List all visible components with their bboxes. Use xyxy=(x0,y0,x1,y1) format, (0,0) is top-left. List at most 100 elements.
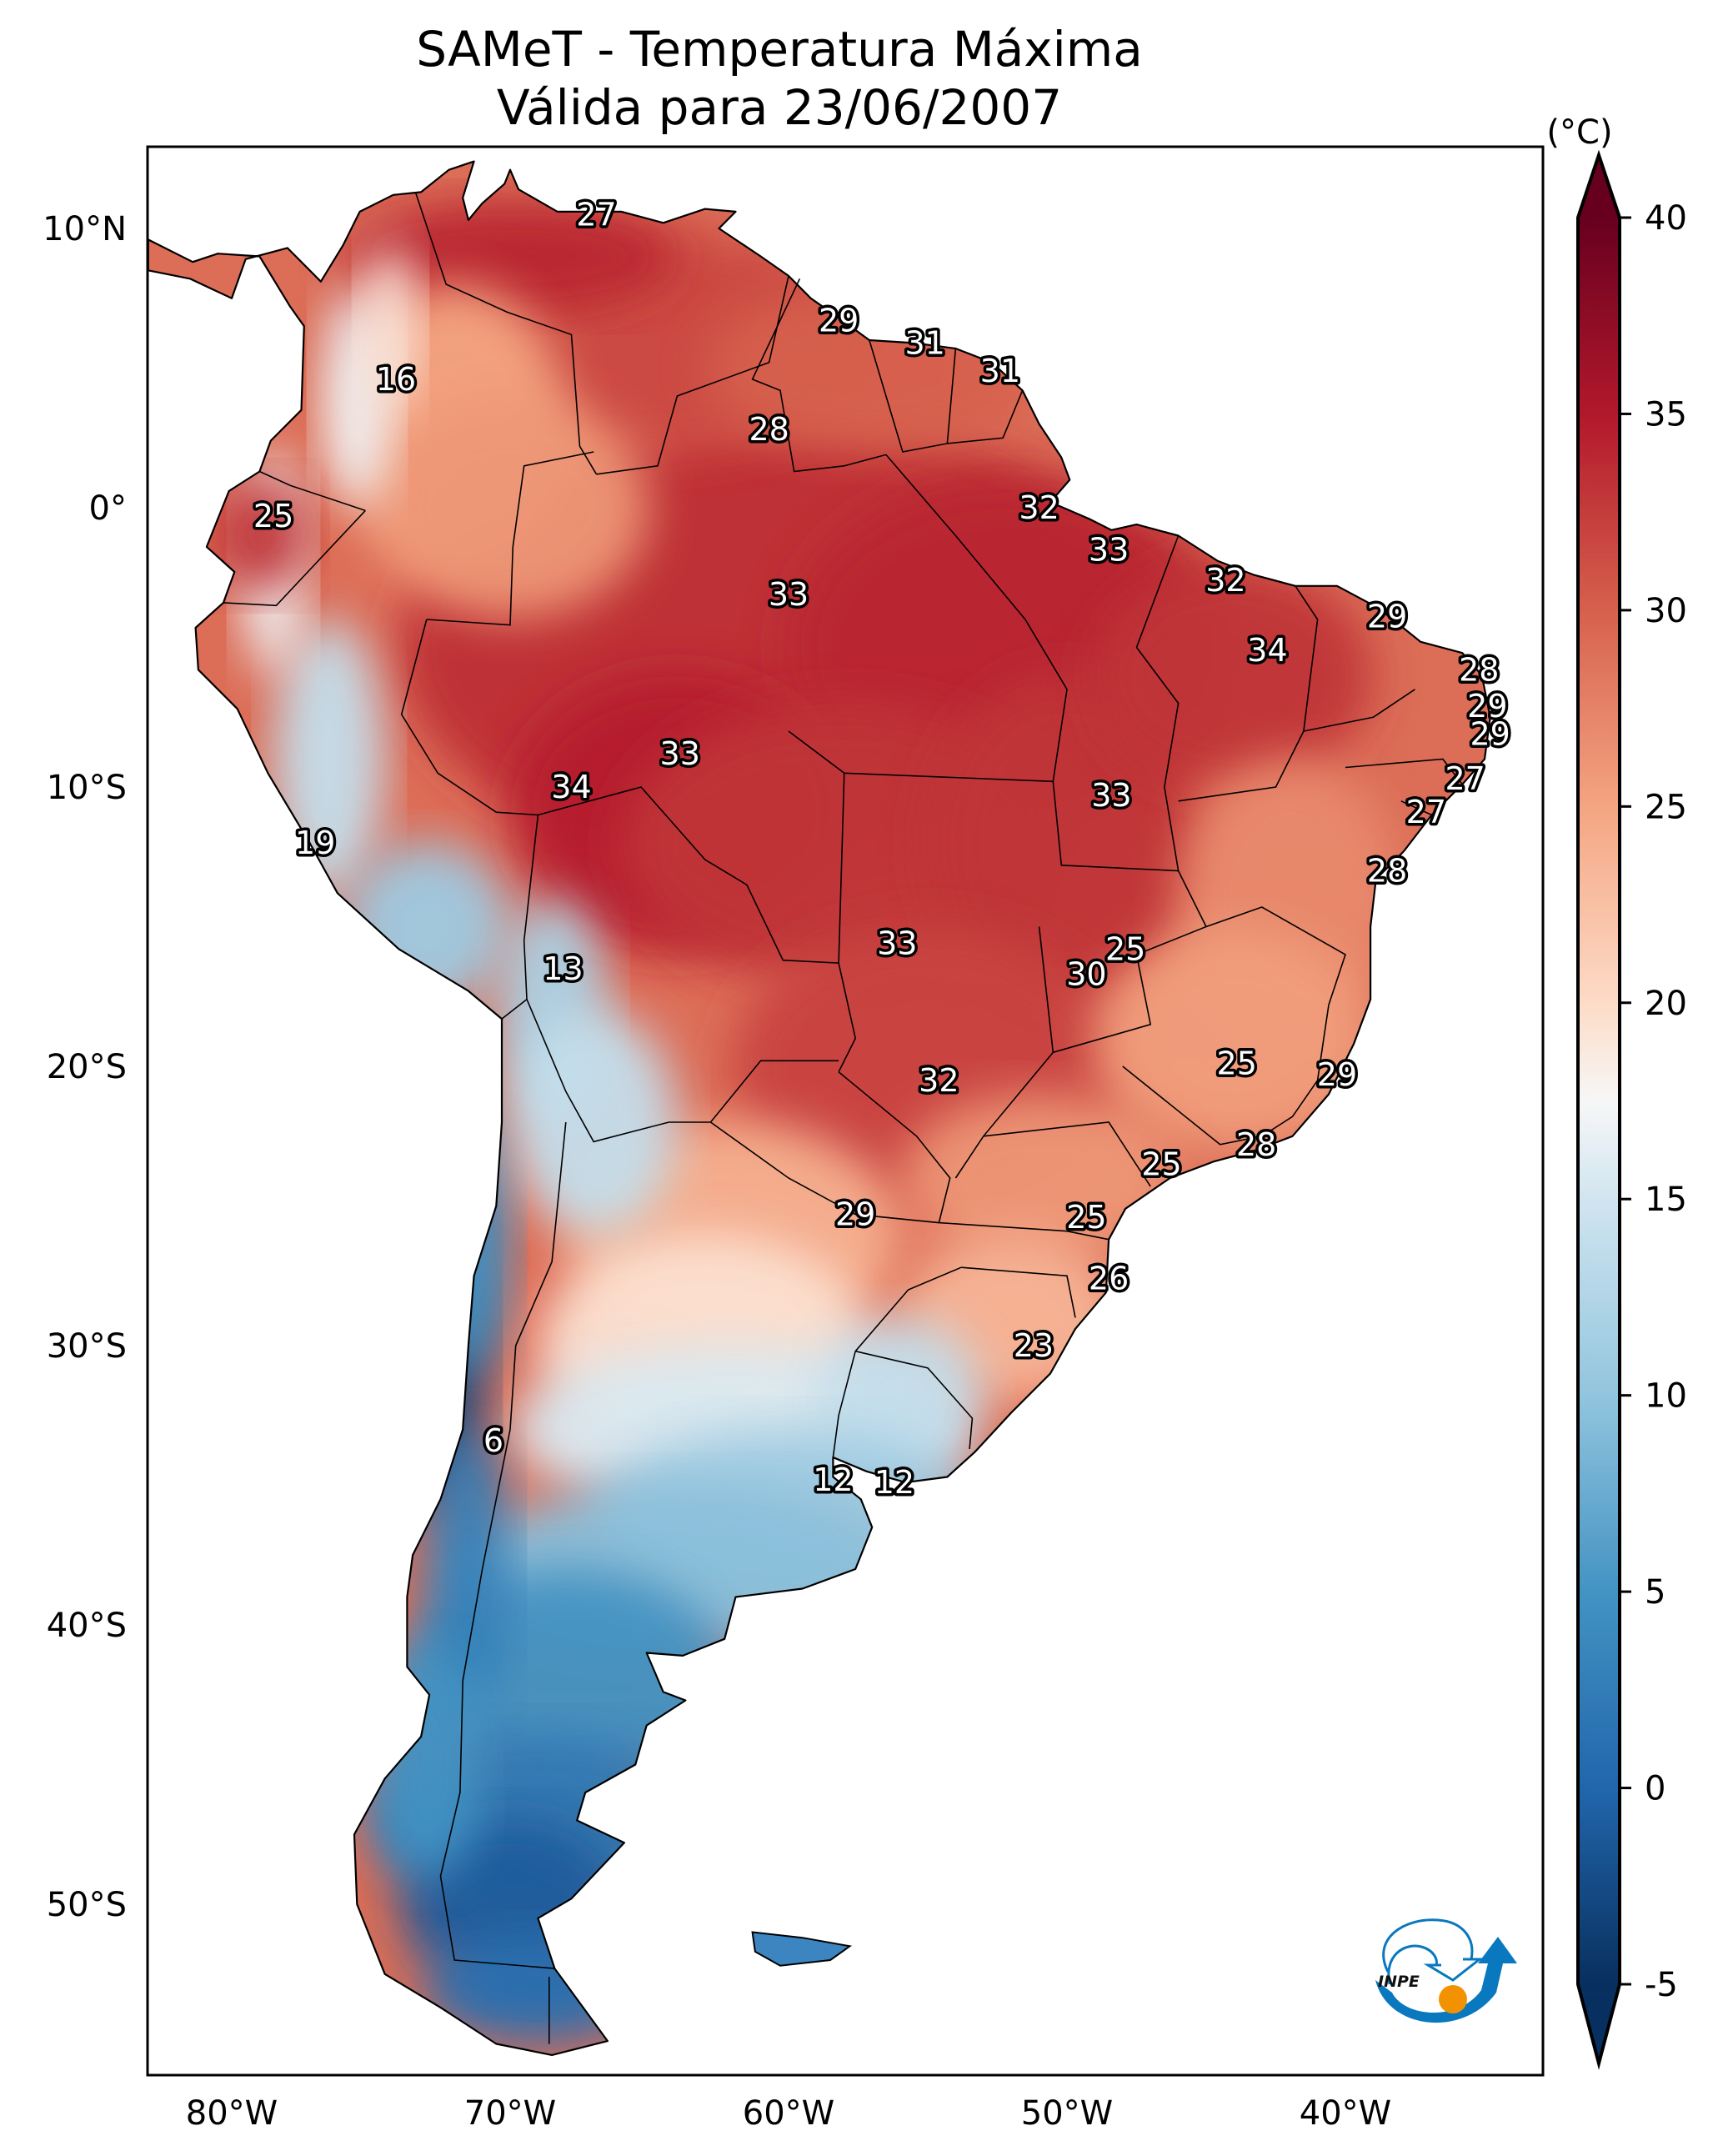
temperature-value-label: 33 xyxy=(769,576,809,613)
temperature-value-label: 34 xyxy=(1247,632,1287,669)
temperature-value-label: 30 xyxy=(1066,955,1106,992)
border-line xyxy=(259,470,366,512)
temperature-value-label: 29 xyxy=(1317,1056,1357,1093)
border-line xyxy=(885,454,1180,872)
temperature-value-label: 25 xyxy=(1141,1146,1181,1182)
field-blob xyxy=(426,1429,510,1709)
border-line xyxy=(1053,870,1208,1054)
temperature-value-label: 32 xyxy=(919,1062,959,1099)
temperature-value-label: 26 xyxy=(1089,1261,1129,1297)
inpe-logo: INPE xyxy=(1375,1918,1517,2023)
falkland-islands xyxy=(751,1931,853,1967)
colorbar-tick-label: 40 xyxy=(1645,199,1687,238)
temperature-value-label: 27 xyxy=(576,196,616,233)
colorbar-tick-label: 35 xyxy=(1645,395,1687,434)
x-tick-label: 80°W xyxy=(186,2094,278,2133)
temperature-value-label: 27 xyxy=(1445,760,1485,797)
border-line xyxy=(1400,800,1432,816)
border-line xyxy=(751,278,887,473)
y-axis-tick-labels: 10°N 0° 10°S 20°S 30°S 40°S 50°S xyxy=(43,210,127,1924)
temperature-value-label: 28 xyxy=(1236,1126,1276,1163)
border-line xyxy=(854,1266,962,1352)
temperature-value-label: 32 xyxy=(1019,489,1059,526)
temperature-value-label: 28 xyxy=(1459,651,1499,688)
y-tick-label: 10°N xyxy=(43,210,127,248)
y-tick-label: 50°S xyxy=(47,1886,127,1924)
temperature-value-label: 12 xyxy=(813,1462,853,1498)
temperature-value-label: 29 xyxy=(1467,688,1507,725)
field-blob xyxy=(928,675,1206,1010)
logo-text: INPE xyxy=(1378,1973,1420,1991)
temperature-value-label: 29 xyxy=(1367,599,1407,635)
y-tick-label: 20°S xyxy=(47,1048,127,1086)
colorbar: 40 35 30 25 20 15 10 5 0 -5 (°C) xyxy=(1546,113,1687,2070)
colorbar-tick-label: 10 xyxy=(1645,1377,1687,1416)
temperature-value-label: 29 xyxy=(835,1196,875,1233)
temperature-value-label: 27 xyxy=(1406,794,1446,830)
map-axes-frame xyxy=(146,145,1545,2077)
border-line xyxy=(1205,906,1346,1005)
figure-title-line-2: Válida para 23/06/2007 xyxy=(496,79,1063,136)
logo-orbit-inner xyxy=(1387,1944,1438,1985)
colorbar-tick-label: -5 xyxy=(1645,1966,1678,2004)
field-blob xyxy=(510,1010,678,1234)
colorbar-ticks: 40 35 30 25 20 15 10 5 0 -5 xyxy=(1620,199,1687,2004)
temperature-value-label: 23 xyxy=(1014,1327,1054,1364)
temperature-value-label: 19 xyxy=(295,825,335,861)
border-line xyxy=(414,192,598,475)
temperature-value-label: 34 xyxy=(551,769,591,805)
temperature-value-label: 31 xyxy=(904,324,944,361)
x-tick-label: 70°W xyxy=(464,2094,556,2133)
border-line xyxy=(838,773,845,964)
colorbar-tick-label: 20 xyxy=(1645,985,1687,1023)
temperature-value-label: 6 xyxy=(483,1422,503,1459)
temperature-value-label: 25 xyxy=(253,498,293,534)
temperature-value-label: 12 xyxy=(874,1464,914,1501)
temperature-value-label: 28 xyxy=(1367,853,1407,890)
colorbar-tick-label: 30 xyxy=(1645,592,1687,630)
colorbar-tick-label: 0 xyxy=(1645,1770,1665,1808)
temperature-value-label: 33 xyxy=(1091,777,1131,814)
border-line xyxy=(954,926,1054,1179)
border-line xyxy=(223,509,366,607)
y-tick-label: 10°S xyxy=(47,769,127,807)
border-line xyxy=(1295,585,1319,732)
border-line xyxy=(947,389,1024,444)
logo-sun-circle xyxy=(1439,1985,1467,2013)
field-blob xyxy=(209,479,310,592)
x-tick-label: 60°W xyxy=(743,2094,834,2133)
border-line xyxy=(983,1121,1151,1187)
logo-swoosh-arrow xyxy=(1375,1937,1517,2023)
temperature-value-label: 29 xyxy=(819,303,859,339)
temperature-value-label: 25 xyxy=(1105,930,1145,967)
border-line xyxy=(939,1221,1109,1241)
border-line xyxy=(1303,689,1415,732)
logo-orbit-outer xyxy=(1382,1918,1474,1973)
border-line xyxy=(1122,1005,1330,1146)
border-line xyxy=(832,1351,856,1458)
border-line xyxy=(526,999,839,1143)
temperature-value-label: 25 xyxy=(1217,1045,1257,1082)
country-state-borders xyxy=(223,192,1463,2044)
y-tick-label: 30°S xyxy=(47,1327,127,1366)
x-tick-label: 50°W xyxy=(1021,2094,1113,2133)
temperature-value-label: 32 xyxy=(1205,562,1245,599)
colorbar-tick-label: 25 xyxy=(1645,788,1687,826)
logo-down-arrow xyxy=(1423,1958,1484,1982)
colorbar-units-label: (°C) xyxy=(1546,113,1612,152)
y-tick-label: 0° xyxy=(89,489,127,528)
border-line xyxy=(1345,758,1463,785)
x-tick-label: 40°W xyxy=(1300,2094,1391,2133)
border-line xyxy=(596,275,789,475)
temperature-value-label: 33 xyxy=(1089,531,1129,568)
colorbar-body xyxy=(1576,149,1621,2070)
coastline xyxy=(148,160,1491,2056)
border-line xyxy=(961,1266,1076,1318)
x-axis-tick-labels: 80°W 70°W 60°W 50°W 40°W xyxy=(186,2094,1391,2133)
temperature-value-label: 33 xyxy=(877,925,917,962)
border-line xyxy=(426,451,594,626)
field-blob xyxy=(343,200,678,313)
border-line xyxy=(400,619,539,1020)
